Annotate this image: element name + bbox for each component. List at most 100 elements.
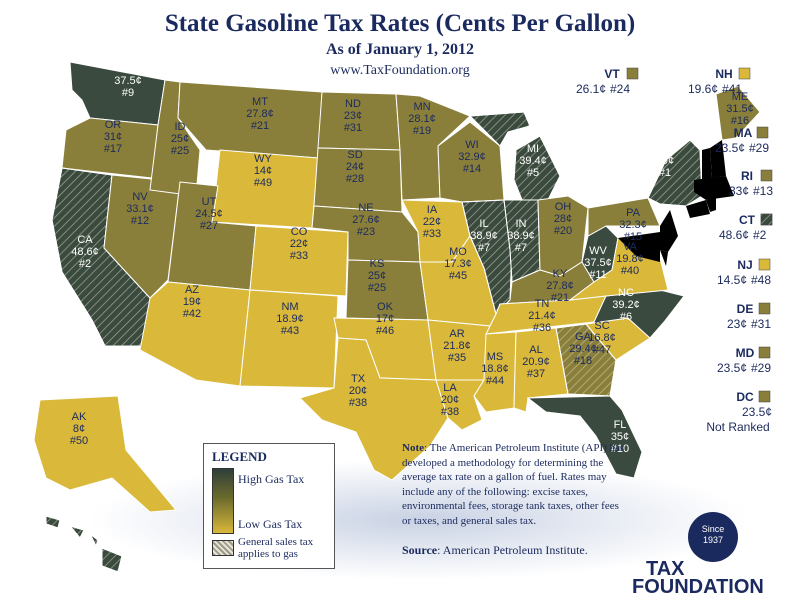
sidebar-id: DE bbox=[737, 302, 754, 316]
state-rate: 39.4¢ bbox=[519, 155, 547, 167]
sidebar-swatch-de bbox=[758, 302, 771, 315]
logo-since: Since 1937 bbox=[701, 524, 725, 545]
note-paragraph: Note: The American Petroleum Institute (… bbox=[402, 441, 630, 528]
state-rate: 24¢ bbox=[346, 161, 364, 173]
sidebar-id: DC bbox=[736, 390, 754, 404]
state-rate: 37.5¢ bbox=[114, 75, 142, 87]
state-label-ak: AK8¢#50 bbox=[70, 411, 88, 447]
state-rank: #33 bbox=[423, 228, 441, 240]
state-rate: 23¢ bbox=[344, 110, 362, 122]
tax-foundation-logo[interactable]: Since 1937 TAX FOUNDATION bbox=[628, 512, 788, 602]
state-ak[interactable] bbox=[33, 395, 178, 513]
state-id: UT bbox=[202, 196, 217, 208]
state-rate: 31¢ bbox=[104, 131, 122, 143]
state-rate: 39.2¢ bbox=[612, 299, 640, 311]
sidebar-rank: #29 bbox=[751, 361, 771, 375]
sidebar-rank: #48 bbox=[751, 273, 771, 287]
state-id: WI bbox=[465, 139, 478, 151]
state-rank: #18 bbox=[574, 355, 592, 367]
sidebar-id: CT bbox=[739, 213, 756, 227]
state-wa[interactable] bbox=[69, 61, 166, 126]
state-id: MN bbox=[413, 101, 430, 113]
state-rate: 14¢ bbox=[254, 165, 272, 177]
state-rank: #47 bbox=[593, 344, 611, 356]
map-subtitle: As of January 1, 2012 bbox=[325, 41, 474, 58]
state-rate: 22¢ bbox=[290, 238, 308, 250]
state-id: MO bbox=[449, 246, 467, 258]
state-me[interactable] bbox=[715, 85, 761, 141]
state-id: AK bbox=[72, 411, 87, 423]
state-tx[interactable] bbox=[299, 337, 449, 481]
state-fl[interactable] bbox=[526, 395, 643, 479]
sidebar-id: RI bbox=[741, 169, 753, 183]
state-rate: 21.4¢ bbox=[528, 310, 556, 322]
sidebar-rank: #29 bbox=[749, 141, 769, 155]
state-rank: #14 bbox=[463, 163, 481, 175]
state-rate: 8¢ bbox=[73, 423, 85, 435]
state-id: CA bbox=[77, 234, 93, 246]
state-rank: #27 bbox=[200, 220, 218, 232]
state-id: GA bbox=[575, 331, 592, 343]
state-rate: 22¢ bbox=[423, 216, 441, 228]
sidebar-rate: 48.6¢ bbox=[719, 228, 749, 242]
state-rank: #12 bbox=[131, 215, 149, 227]
state-rank: #50 bbox=[70, 435, 88, 447]
state-rank: #15 bbox=[624, 231, 642, 243]
state-rank: #46 bbox=[376, 325, 394, 337]
state-co[interactable] bbox=[249, 225, 349, 297]
state-id: HI bbox=[17, 537, 28, 549]
state-rate: 25¢ bbox=[368, 270, 386, 282]
state-rank: #38 bbox=[441, 406, 459, 418]
state-id: AL bbox=[529, 344, 542, 356]
state-rate: 29.4¢ bbox=[569, 343, 597, 355]
sidebar-rate: 26.1¢ bbox=[576, 82, 606, 96]
state-id: TX bbox=[351, 373, 366, 385]
state-id: KS bbox=[370, 258, 385, 270]
state-rate: 18.9¢ bbox=[276, 313, 304, 325]
state-rate: 19¢ bbox=[183, 296, 201, 308]
state-or[interactable] bbox=[61, 117, 159, 179]
state-id: KY bbox=[553, 268, 568, 280]
state-rank: #25 bbox=[171, 145, 189, 157]
state-pa[interactable] bbox=[587, 197, 661, 237]
sidebar-rank: #41 bbox=[722, 82, 742, 96]
state-rank: #20 bbox=[554, 225, 572, 237]
capitol-seal-icon bbox=[688, 512, 738, 562]
state-rate: 27.6¢ bbox=[352, 214, 380, 226]
state-rate: 24.5¢ bbox=[195, 208, 223, 220]
website-link[interactable]: www.TaxFoundation.org bbox=[330, 63, 470, 78]
state-rate: 27.8¢ bbox=[246, 108, 274, 120]
sidebar-id: MA bbox=[734, 126, 753, 140]
state-rank: #16 bbox=[731, 115, 749, 127]
state-rate: 48.6¢ bbox=[71, 246, 99, 258]
sidebar-swatch-vt bbox=[626, 67, 639, 80]
state-id: SD bbox=[347, 149, 362, 161]
state-rate: 17¢ bbox=[376, 313, 394, 325]
sidebar-swatch-md bbox=[758, 346, 771, 359]
state-rank: #44 bbox=[486, 375, 504, 387]
state-id: NC bbox=[618, 287, 634, 299]
